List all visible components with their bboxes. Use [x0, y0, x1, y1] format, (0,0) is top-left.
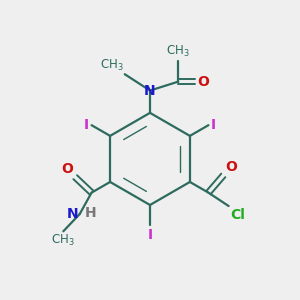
- Text: H: H: [85, 206, 97, 220]
- Text: CH$_3$: CH$_3$: [100, 58, 123, 73]
- Text: O: O: [197, 75, 209, 88]
- Text: CH$_3$: CH$_3$: [52, 233, 75, 248]
- Text: Cl: Cl: [230, 208, 245, 221]
- Text: I: I: [84, 118, 89, 132]
- Text: I: I: [211, 118, 216, 132]
- Text: CH$_3$: CH$_3$: [167, 44, 190, 59]
- Text: O: O: [61, 162, 74, 176]
- Text: I: I: [147, 228, 153, 242]
- Text: N: N: [144, 84, 156, 98]
- Text: O: O: [225, 160, 237, 174]
- Text: N: N: [66, 207, 78, 221]
